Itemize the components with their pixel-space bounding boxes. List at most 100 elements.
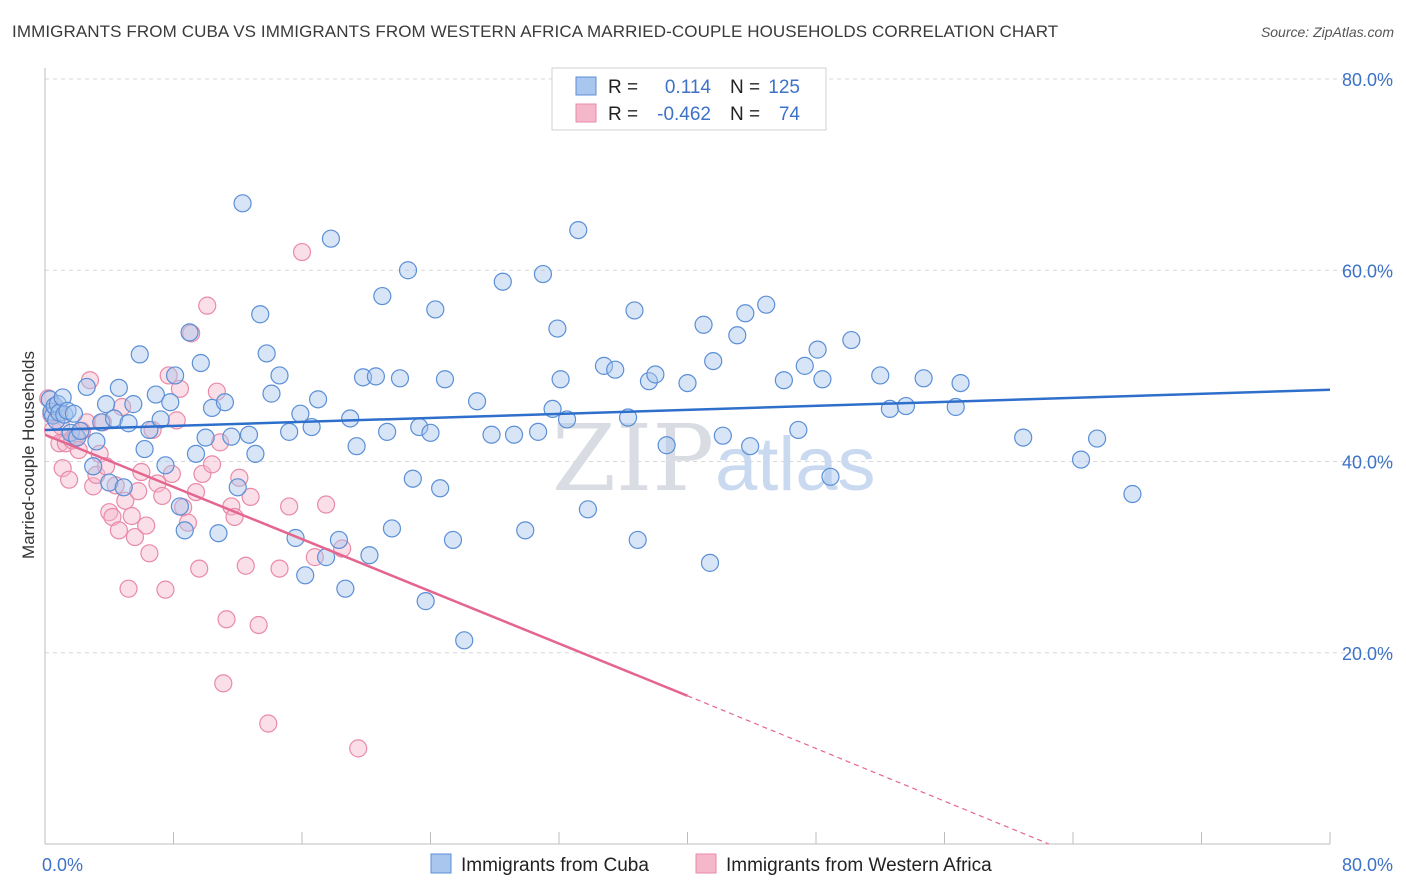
data-point-cuba <box>382 519 402 538</box>
data-point-cuba <box>728 326 747 345</box>
x-tick-labels: 0.0% 80.0% <box>42 855 1393 875</box>
data-point-western-africa <box>156 580 175 599</box>
data-point-cuba <box>533 264 553 284</box>
data-point-cuba <box>704 351 723 371</box>
data-point-cuba <box>842 330 861 350</box>
legend-africa-n-label: N = <box>730 104 760 125</box>
data-point-cuba <box>228 478 247 497</box>
data-point-cuba <box>578 500 598 519</box>
data-point-cuba <box>678 373 697 393</box>
data-point-western-africa <box>217 610 236 629</box>
data-point-cuba <box>64 404 84 423</box>
data-point-cuba <box>251 305 270 324</box>
data-point-western-africa <box>193 464 212 484</box>
data-point-cuba <box>639 372 659 391</box>
data-point-western-africa <box>153 486 172 506</box>
data-point-cuba <box>813 370 832 389</box>
data-point-cuba <box>398 261 418 280</box>
y-tick-label: 20.0% <box>1342 644 1393 664</box>
data-point-cuba <box>789 420 808 440</box>
data-point-cuba <box>390 369 410 388</box>
data-point-cuba <box>569 220 588 240</box>
data-point-cuba <box>87 432 106 451</box>
data-point-cuba <box>166 366 185 385</box>
data-point-cuba <box>180 323 199 342</box>
data-point-cuba <box>130 345 149 364</box>
data-point-western-africa <box>116 491 135 510</box>
data-point-cuba <box>360 546 379 565</box>
data-point-cuba <box>504 425 524 444</box>
bottom-legend-swatch-cuba <box>430 853 452 874</box>
data-point-cuba <box>1123 484 1142 504</box>
x-tick-label: 80.0% <box>1342 855 1393 875</box>
data-point-cuba <box>257 344 276 363</box>
data-point-cuba <box>914 369 933 388</box>
series-cuba <box>40 194 1142 650</box>
data-point-cuba <box>186 444 206 463</box>
data-point-western-africa <box>236 556 255 575</box>
data-point-cuba <box>694 315 713 334</box>
data-point-cuba <box>336 579 355 598</box>
legend-swatch-africa <box>575 103 597 123</box>
data-point-cuba <box>1071 450 1091 469</box>
data-point-cuba <box>426 300 445 319</box>
data-point-western-africa <box>170 379 190 398</box>
data-point-cuba <box>700 553 720 572</box>
legend-cuba-n-label: N = <box>730 77 760 98</box>
legend-cuba-r-value: 0.114 <box>665 77 712 98</box>
data-point-western-africa <box>125 527 145 547</box>
data-point-cuba <box>222 427 241 446</box>
data-point-western-africa <box>119 579 138 598</box>
data-point-western-africa <box>129 482 148 501</box>
data-point-cuba <box>435 370 455 389</box>
data-point-cuba <box>736 304 755 323</box>
bottom-legend-cuba: Immigrants from Cuba <box>461 855 649 876</box>
data-point-cuba <box>280 422 299 441</box>
data-point-cuba <box>215 393 234 412</box>
data-point-cuba <box>161 393 180 412</box>
legend-swatch-cuba <box>575 76 597 96</box>
data-point-cuba <box>646 365 665 384</box>
data-point-cuba <box>151 410 170 429</box>
data-point-cuba <box>551 370 570 389</box>
data-point-cuba <box>606 360 625 379</box>
data-point-cuba <box>239 425 259 444</box>
data-point-cuba <box>96 395 116 414</box>
data-point-cuba <box>618 408 638 427</box>
data-point-cuba <box>77 377 96 397</box>
data-point-cuba <box>431 479 450 498</box>
data-point-western-africa <box>140 544 159 563</box>
y-tick-label: 60.0% <box>1342 261 1393 281</box>
data-point-western-africa <box>349 739 368 758</box>
data-point-western-africa <box>214 674 233 693</box>
data-point-cuba <box>71 421 90 440</box>
data-point-western-africa <box>210 433 230 452</box>
data-point-cuba <box>416 592 435 611</box>
data-point-cuba <box>233 194 252 213</box>
data-point-cuba <box>366 367 385 386</box>
data-point-western-africa <box>292 242 312 262</box>
data-point-cuba <box>795 356 814 375</box>
data-point-cuba <box>378 422 397 441</box>
data-point-cuba <box>493 272 512 291</box>
data-point-western-africa <box>280 497 299 516</box>
data-point-cuba <box>557 410 577 429</box>
legend-africa-r-label: R = <box>608 104 638 125</box>
trend-line-western-africa <box>44 433 688 697</box>
data-point-cuba <box>196 428 215 447</box>
data-point-cuba <box>119 414 138 433</box>
data-point-cuba <box>548 319 567 338</box>
data-point-cuba <box>373 286 392 306</box>
trend-line-cuba <box>44 388 1331 432</box>
data-point-cuba <box>321 229 341 248</box>
data-point-western-africa <box>190 559 209 578</box>
data-point-western-africa <box>53 459 72 478</box>
data-point-western-africa <box>259 714 278 733</box>
bottom-legend-swatch-africa <box>695 853 717 874</box>
data-point-cuba <box>347 437 366 456</box>
bottom-legend-africa: Immigrants from Western Africa <box>726 855 992 876</box>
data-point-cuba <box>353 368 373 387</box>
data-point-cuba <box>135 439 154 459</box>
legend-africa-r-value: -0.462 <box>657 104 711 125</box>
legend-cuba-r-label: R = <box>608 77 638 98</box>
